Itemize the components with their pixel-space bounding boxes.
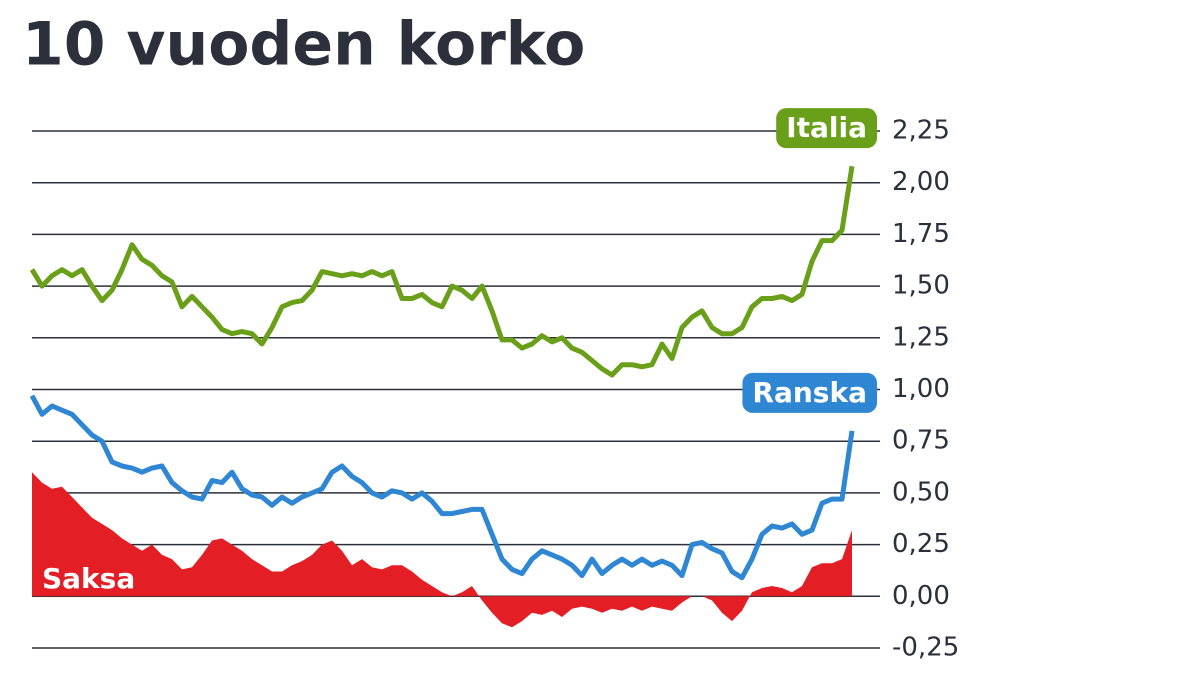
label-pill xyxy=(742,372,877,413)
area xyxy=(32,472,852,628)
y-tick-label: 0,00 xyxy=(892,581,950,611)
y-tick-label: 1,25 xyxy=(892,322,950,352)
series-label-text: Ranska xyxy=(752,376,867,409)
y-tick-label: 0,25 xyxy=(892,529,950,559)
y-tick-label: 0,75 xyxy=(892,426,950,456)
chart-title: 10 vuoden korko xyxy=(22,10,585,80)
y-tick-label: 2,25 xyxy=(892,116,950,146)
label-pill xyxy=(776,108,877,149)
y-tick-label: 0,50 xyxy=(892,477,950,507)
y-tick-label: 1,75 xyxy=(892,219,950,249)
y-tick-label: 1,50 xyxy=(892,271,950,301)
line xyxy=(29,394,855,581)
y-tick-label: 1,00 xyxy=(892,374,950,404)
line xyxy=(29,165,855,378)
y-tick-label: 2,00 xyxy=(892,167,950,197)
series-label: Saksa xyxy=(42,562,135,595)
series-label-text: Italia xyxy=(786,111,867,144)
series-label: Ranska xyxy=(742,372,877,413)
y-tick-label: -0,25 xyxy=(892,633,959,663)
series-label: Italia xyxy=(776,108,877,149)
